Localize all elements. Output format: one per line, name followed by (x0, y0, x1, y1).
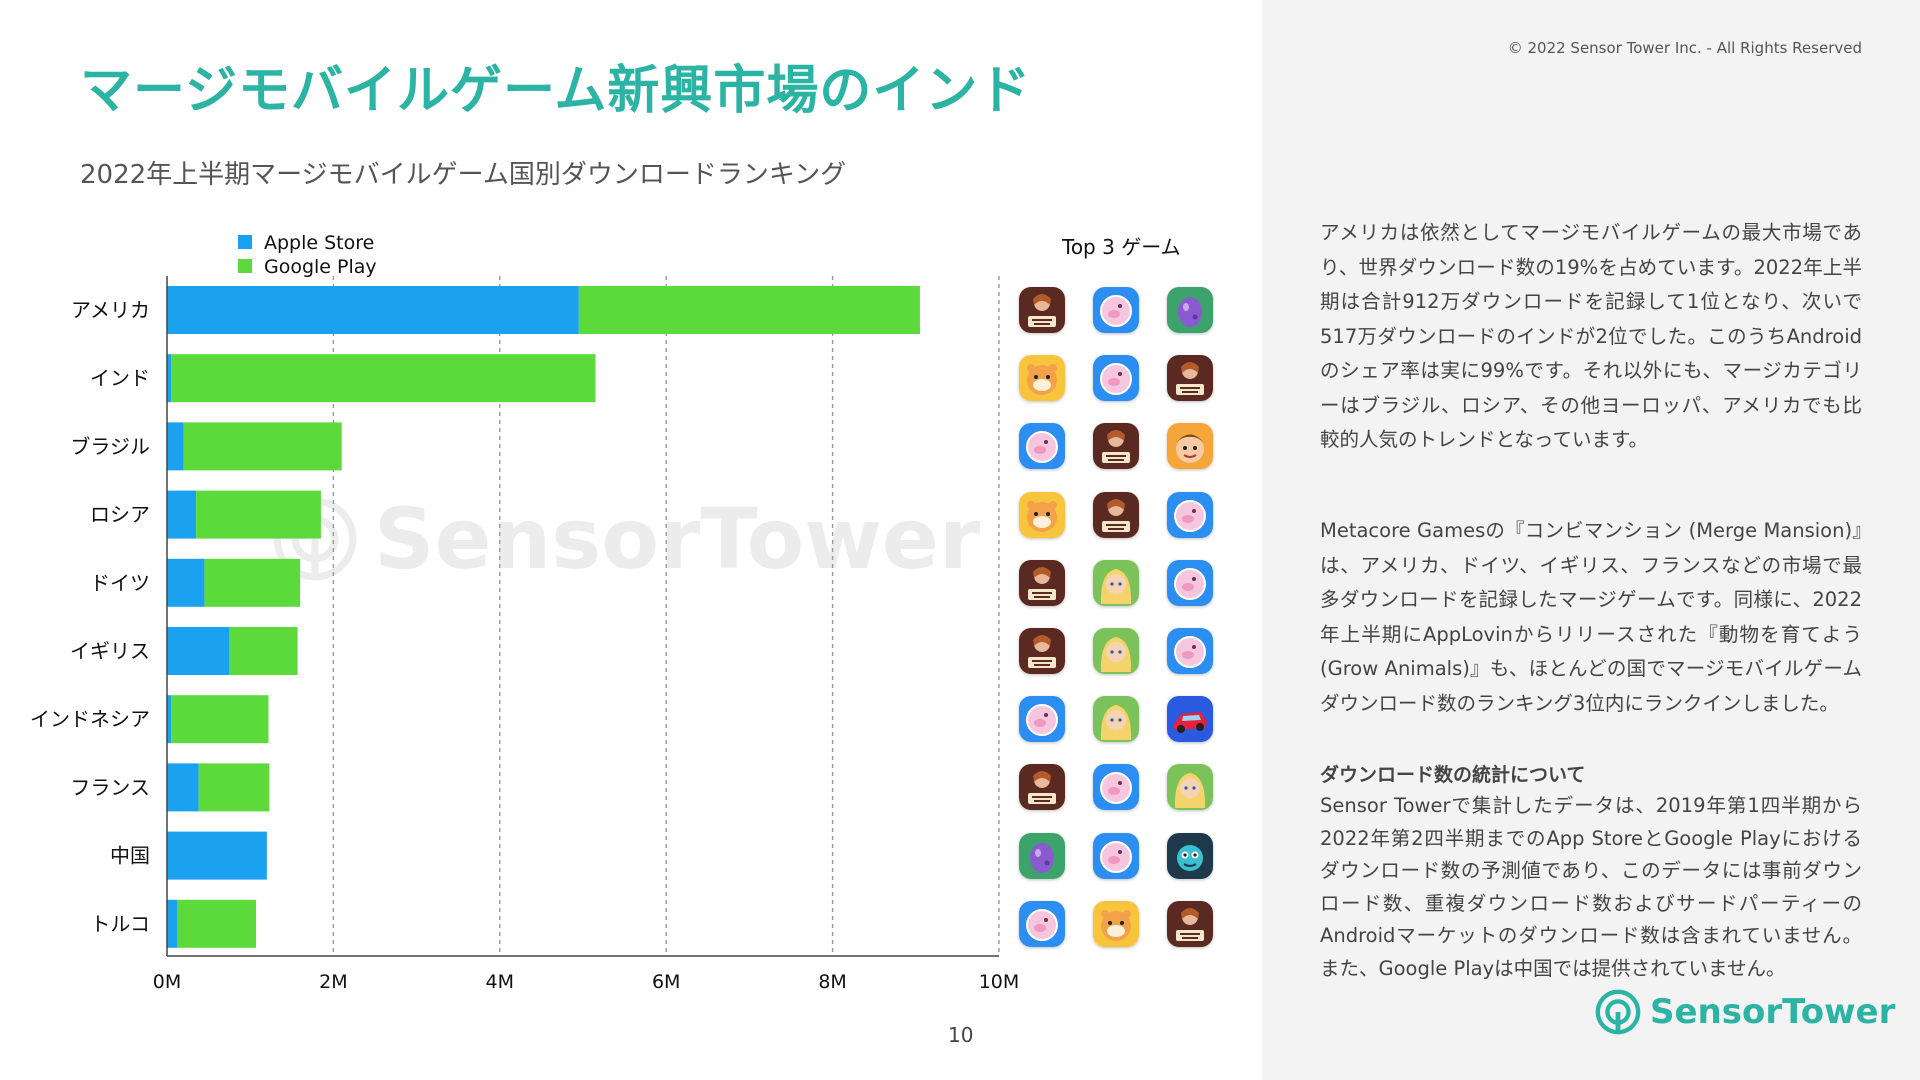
racing-car-icon (1167, 696, 1213, 743)
category-label: トルコ (90, 912, 150, 936)
sensor-tower-logo-icon (1595, 989, 1641, 1035)
bar-layer (167, 286, 920, 948)
category-label: 中国 (110, 844, 150, 868)
axis-layer (166, 276, 999, 957)
dragon-egg-icon (1167, 287, 1213, 333)
label-layer: 0M 2M 4M 6M 8M 10M アメリカインドブラジルロシアドイツイギリスインドネシア… (30, 298, 1019, 993)
paragraph-top-games: Metacore Gamesの『コンビマンション (Merge Mansion)… (1320, 519, 1862, 715)
sensor-tower-logo: SensorTower (1594, 988, 1895, 1036)
bar-apple (167, 558, 205, 607)
logo-text: SensorTower (1650, 992, 1896, 1032)
grow-animals-icon (1019, 423, 1065, 470)
merge-mansion-icon (1093, 491, 1139, 538)
category-label: ブラジル (70, 434, 150, 458)
x-tick-label: 6M (652, 971, 680, 993)
grow-animals-icon (1019, 900, 1065, 947)
page-number: 10 (948, 1023, 974, 1047)
stats-heading: ダウンロード数の統計について (1320, 764, 1586, 786)
merge-mansion-icon (1093, 423, 1139, 470)
grow-animals-icon (1019, 696, 1065, 743)
bar-google (176, 899, 257, 948)
blonde-girl-icon (1093, 696, 1139, 743)
merge-mansion-icon (1019, 764, 1065, 811)
bar-apple (167, 831, 267, 880)
merge-mansion-icon (1167, 900, 1213, 947)
bar-google (578, 286, 920, 334)
grow-animals-icon (1167, 559, 1213, 606)
category-label: ドイツ (90, 571, 150, 595)
bar-google (171, 354, 596, 403)
bar-apple (167, 899, 177, 948)
x-tick-label: 10M (979, 971, 1020, 993)
bar-apple (167, 354, 172, 403)
category-label: インドネシア (30, 707, 150, 731)
hamster-icon (1093, 900, 1139, 947)
paragraph-stats-note: Sensor Towerで集計したデータは、2019年第1四半期から2022年第… (1320, 794, 1862, 980)
x-tick-label: 8M (818, 971, 846, 993)
x-tick-label: 4M (486, 971, 514, 993)
grow-animals-icon (1093, 832, 1139, 879)
grow-animals-icon (1093, 764, 1139, 811)
hamster-icon (1019, 491, 1065, 538)
blonde-girl-icon (1093, 628, 1139, 674)
paragraph-market-summary: アメリカは依然としてマージモバイルゲームの最大市場であり、世界ダウンロード数の1… (1320, 221, 1862, 451)
copyright-notice: © 2022 Sensor Tower Inc. - All Rights Re… (1507, 39, 1862, 57)
bar-apple (167, 422, 184, 471)
bar-google (204, 558, 301, 607)
x-tick-label: 2M (319, 971, 347, 993)
legend-swatch (238, 235, 252, 249)
merge-mansion-icon (1019, 559, 1065, 606)
merge-mansion-icon (1019, 287, 1065, 333)
legend-entry: Apple Store (264, 232, 374, 254)
hamster-icon (1019, 355, 1065, 402)
download-ranking-chart: 0M 2M 4M 6M 8M 10M アメリカインドブラジルロシアドイツイギリスインドネシア… (30, 232, 1019, 993)
bar-apple (167, 286, 579, 334)
bar-apple (167, 763, 199, 812)
bar-apple (167, 695, 172, 744)
page-title: マージモバイルゲーム新興市場のインド (80, 61, 1032, 121)
bar-google (229, 627, 298, 675)
cartoon-boy-icon (1167, 423, 1213, 470)
blonde-girl-icon (1167, 764, 1213, 811)
grow-animals-icon (1093, 355, 1139, 402)
legend-swatch (238, 259, 252, 273)
blonde-girl-icon (1093, 559, 1139, 606)
bar-apple (167, 490, 197, 539)
category-label: フランス (70, 775, 150, 799)
bar-google (196, 490, 321, 539)
bar-google (183, 422, 342, 471)
bar-apple (167, 627, 230, 675)
merge-mansion-icon (1019, 628, 1065, 674)
grow-animals-icon (1167, 628, 1213, 674)
bar-google (198, 763, 270, 812)
right-panel (1262, 0, 1920, 1080)
bar-google (171, 695, 269, 744)
merge-mansion-icon (1167, 355, 1213, 402)
dragon-egg-icon (1019, 832, 1065, 879)
category-label: イギリス (70, 639, 150, 663)
monster-icon (1167, 832, 1213, 879)
category-label: ロシア (90, 503, 150, 527)
watermark-text: SensorTower (374, 490, 981, 588)
category-label: インド (90, 366, 150, 390)
legend-entry: Google Play (264, 256, 377, 278)
x-tick-label: 0M (153, 971, 181, 993)
chart-subtitle: 2022年上半期マージモバイルゲーム国別ダウンロードランキング (80, 160, 847, 190)
grow-animals-icon (1167, 491, 1213, 538)
grow-animals-icon (1093, 287, 1139, 333)
top3-label: Top 3 ゲーム (1062, 235, 1181, 259)
category-label: アメリカ (71, 298, 150, 322)
